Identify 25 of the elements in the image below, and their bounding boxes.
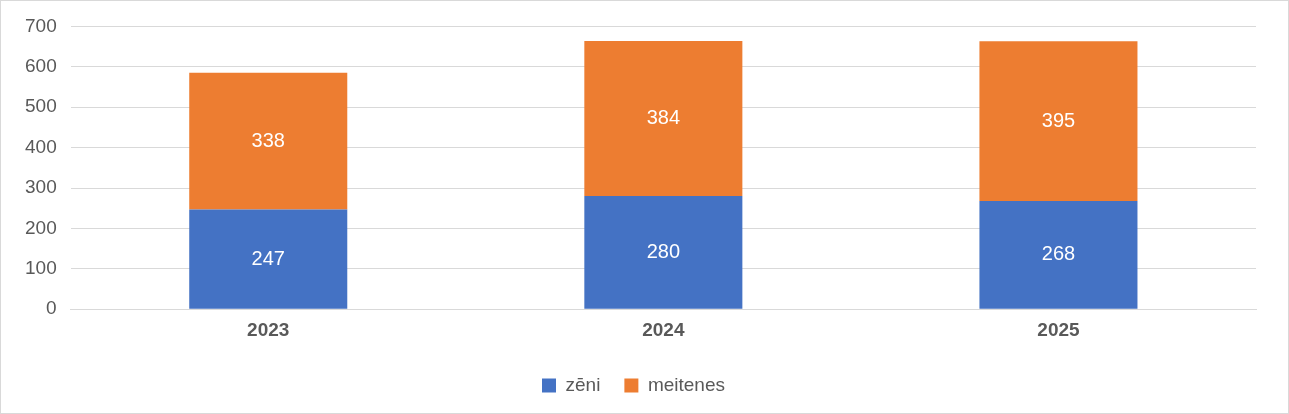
legend-label: meitenes bbox=[647, 373, 725, 395]
data-label: 384 bbox=[646, 106, 681, 129]
bar bbox=[979, 41, 1138, 201]
data-label: 280 bbox=[646, 239, 681, 262]
y-tick-label: 600 bbox=[25, 55, 57, 77]
bar bbox=[189, 209, 348, 309]
bar bbox=[584, 40, 743, 197]
y-tick-label: 100 bbox=[25, 257, 57, 279]
y-tick-label: 0 bbox=[46, 297, 57, 319]
data-label: 338 bbox=[251, 128, 285, 151]
x-tick-label: 2023 bbox=[247, 318, 290, 340]
y-tick-label: 300 bbox=[25, 176, 57, 198]
data-label: 247 bbox=[251, 246, 285, 269]
data-label: 268 bbox=[1041, 242, 1076, 265]
x-tick-label: 2025 bbox=[1037, 318, 1081, 340]
data-label: 395 bbox=[1041, 108, 1076, 131]
y-tick-label: 200 bbox=[25, 216, 57, 238]
bar bbox=[979, 200, 1138, 309]
bar bbox=[189, 72, 348, 210]
y-tick-label: 700 bbox=[25, 14, 57, 36]
bar bbox=[584, 196, 743, 309]
y-tick-label: 400 bbox=[25, 135, 57, 157]
x-tick-label: 2024 bbox=[642, 318, 685, 340]
legend-label: zēni bbox=[565, 373, 601, 395]
y-tick-label: 500 bbox=[25, 95, 57, 117]
